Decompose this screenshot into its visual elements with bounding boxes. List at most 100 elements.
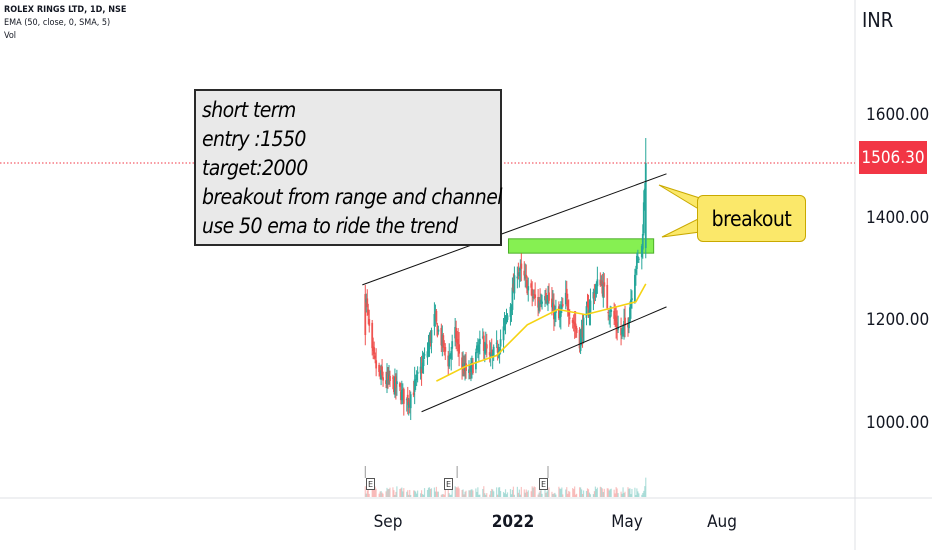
volume-bar (410, 494, 412, 497)
volume-bar (443, 494, 445, 497)
candle-body (621, 329, 623, 335)
volume-bar (465, 490, 467, 497)
candle-body (548, 292, 550, 301)
volume-bar (464, 491, 466, 497)
earnings-marker[interactable]: E (366, 478, 375, 490)
candle-body (394, 377, 396, 395)
breakout-callout[interactable]: breakout (697, 195, 806, 242)
volume-bar (477, 487, 479, 497)
candle-body (475, 345, 478, 351)
y-tick-label: 1200.00 (866, 310, 930, 330)
candle-body (579, 333, 582, 351)
candle-body (409, 394, 412, 409)
volume-bar (559, 488, 561, 497)
volume-bar (472, 490, 474, 497)
candle-body (614, 315, 617, 321)
volume-bar (490, 490, 492, 497)
volume-bar (568, 490, 570, 497)
volume-bar (520, 486, 522, 497)
volume-bar (613, 489, 615, 497)
volume-bar (531, 486, 533, 497)
volume-bar (462, 489, 464, 497)
candle-body (416, 371, 419, 374)
volume-bar (503, 493, 506, 497)
volume-bar (620, 491, 622, 497)
volume-bar (430, 488, 433, 497)
volume-bar (579, 487, 582, 497)
volume-bar (641, 494, 643, 497)
candle-body (502, 326, 505, 341)
candle-body (641, 233, 644, 250)
candle-body (642, 202, 645, 234)
volume-bar (406, 491, 408, 497)
candle-body (627, 323, 629, 328)
candle-body (531, 288, 534, 297)
volume-bar (426, 489, 429, 497)
volume-bar (592, 494, 595, 497)
volume-bar (593, 491, 596, 497)
candle-body (442, 335, 445, 348)
volume-bar (533, 486, 535, 497)
volume-bar (513, 494, 516, 497)
candle-body (606, 284, 609, 309)
candle-body (458, 344, 461, 354)
candle-body (465, 363, 467, 371)
legend-vol[interactable]: Vol (4, 31, 17, 41)
candle-body (484, 343, 487, 353)
volume-bar (517, 492, 519, 497)
candle-body (525, 274, 528, 278)
volume-bar (578, 487, 581, 497)
candle-body (586, 304, 589, 306)
volume-bar (527, 490, 529, 497)
candle-body (413, 379, 416, 392)
candle-body (624, 317, 626, 326)
volume-bar (486, 493, 488, 497)
volume-bar (428, 487, 431, 497)
volume-bar (447, 488, 449, 497)
candle-body (447, 355, 450, 367)
volume-bar (483, 486, 485, 497)
candle-body (616, 322, 619, 331)
volume-bar (523, 489, 525, 497)
candle-body (634, 274, 636, 302)
candle-body (406, 394, 409, 406)
volume-bar (458, 488, 460, 497)
legend-ema[interactable]: EMA (50, close, 0, SMA, 5) (4, 18, 111, 28)
candle-body (477, 344, 480, 353)
volume-bar (574, 486, 576, 497)
volume-bar (505, 494, 508, 497)
candle-body (422, 359, 425, 367)
candle-body (608, 315, 611, 317)
earnings-marker[interactable]: E (539, 478, 548, 490)
volume-bar (552, 493, 554, 497)
candle-body (451, 341, 454, 349)
trade-note-box[interactable]: short term entry :1550 target:2000 break… (194, 89, 502, 246)
candle-body (538, 300, 541, 311)
volume-bar (506, 492, 509, 497)
volume-bar (485, 494, 487, 497)
earnings-marker[interactable]: E (444, 478, 453, 490)
volume-bar (407, 490, 409, 497)
volume-bar (565, 489, 567, 497)
candle-body (628, 319, 630, 329)
volume-bar (373, 488, 375, 497)
candle-body (488, 352, 491, 356)
volume-bar (435, 486, 437, 497)
candle-body (564, 292, 567, 305)
volume-bar (396, 486, 398, 497)
candle-body (496, 347, 499, 353)
candle-body (462, 363, 464, 366)
volume-bar (607, 488, 609, 497)
volume-bar (382, 493, 384, 497)
volume-bar (364, 486, 366, 497)
volume-bar (389, 487, 391, 497)
legend-symbol[interactable]: ROLEX RINGS LTD, 1D, NSE (4, 5, 127, 15)
volume-bar (497, 494, 499, 497)
volume-bar (524, 492, 526, 497)
candle-body (482, 335, 485, 351)
candle-body (617, 327, 620, 330)
candle-body (629, 307, 631, 322)
candle-body (407, 401, 410, 408)
candle-body (426, 351, 429, 358)
